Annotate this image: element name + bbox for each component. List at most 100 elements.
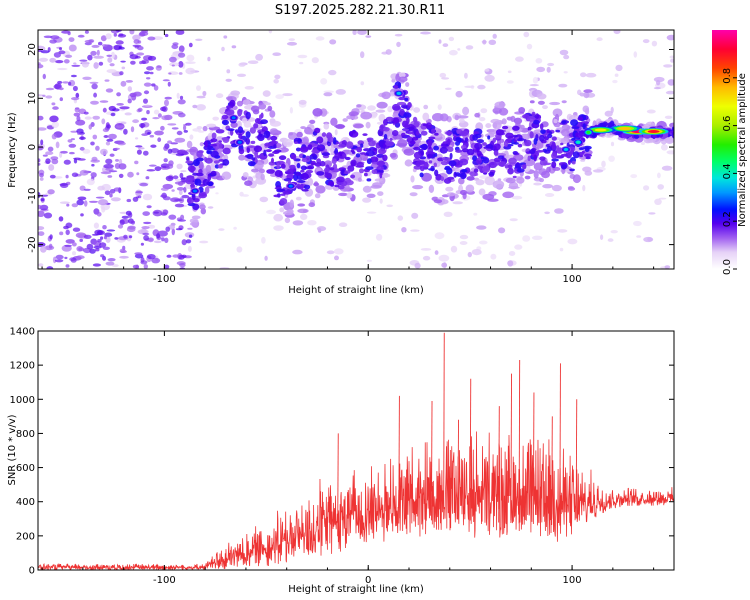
snr-spike — [398, 395, 400, 524]
spectrogram-noise — [143, 98, 148, 104]
spectrogram-ridge — [300, 172, 309, 181]
spectrogram-ridge — [311, 153, 316, 157]
spectrogram-halo — [260, 173, 265, 181]
spectrogram-speckle — [176, 163, 183, 170]
spectrogram-speckle — [101, 118, 106, 125]
spectrogram-peak — [193, 189, 197, 193]
spectrogram-speckle — [132, 34, 141, 41]
spectrogram-halo — [542, 184, 553, 189]
spectrogram-speckle — [67, 31, 71, 36]
spectrogram-noise — [84, 42, 92, 46]
spectrogram-halo — [258, 168, 265, 174]
spectrogram-ridge — [493, 149, 499, 156]
x-tick-label: 0 — [365, 575, 371, 586]
spectrogram-ridge — [444, 157, 452, 162]
spectrogram-ridge — [488, 171, 495, 176]
spectrogram-speckle — [532, 76, 539, 84]
spectrogram-noise — [87, 54, 93, 61]
spectrogram-ridge — [314, 162, 322, 167]
spectrogram-noise — [102, 258, 106, 261]
spectrogram-halo — [264, 102, 271, 106]
spectrogram-halo — [485, 123, 492, 129]
spectrogram-ridge — [226, 105, 234, 109]
spectrogram-ridge — [279, 198, 288, 205]
spectrogram-noise — [40, 139, 44, 146]
spectrogram-ridge — [260, 119, 268, 125]
snr-spike — [559, 363, 561, 526]
spectrogram-ridge — [407, 102, 412, 109]
spectrogram-noise — [93, 92, 97, 98]
spectrogram-ridge — [311, 149, 321, 154]
spectrogram-ridge — [473, 168, 479, 173]
spectrogram-speckle — [118, 173, 124, 178]
spectrogram-ridge — [383, 133, 388, 140]
spectrogram-ridge — [442, 141, 449, 145]
spectrogram-halo — [572, 174, 582, 184]
spectrogram-ridge — [392, 130, 399, 137]
spectrogram-noise — [90, 50, 97, 56]
spectrogram-ridge — [555, 129, 561, 133]
spectrogram-noise — [145, 176, 150, 180]
spectrogram-ridge — [238, 148, 245, 155]
spectrogram-halo — [295, 196, 302, 201]
spectrogram-speckle — [467, 251, 472, 258]
spectrogram-halo — [404, 159, 413, 167]
spectrogram-noise — [175, 228, 183, 231]
spectrogram-ridge — [355, 153, 361, 158]
spectrogram-noise — [70, 138, 75, 141]
spectrogram-halo — [357, 177, 362, 182]
spectrogram-halo — [269, 110, 276, 118]
spectrogram-speckle — [479, 240, 488, 245]
spectrogram-speckle — [136, 149, 142, 155]
spectrogram-speckle — [274, 74, 281, 80]
spectrogram-peak — [576, 140, 581, 144]
spectrogram-ridge — [419, 156, 427, 160]
spectrogram-halo — [582, 166, 592, 173]
spectrogram-ridge — [295, 147, 301, 152]
spectrogram-ridge — [413, 146, 421, 151]
spectrogram-speckle — [55, 141, 60, 149]
spectrogram-noise — [71, 203, 79, 208]
spectrogram-ridge — [482, 165, 490, 173]
spectrogram-speckle — [103, 235, 107, 240]
spectrogram-speckle — [604, 110, 613, 117]
snr-ylabel: SNR (10 * v/v) — [7, 414, 18, 485]
spectrogram-halo — [457, 115, 469, 119]
spectrogram-ridge — [286, 173, 295, 180]
spectrogram-speckle — [181, 239, 187, 246]
spectrogram-peak — [619, 127, 632, 130]
spectrogram-speckle — [522, 235, 531, 242]
spectrogram-ridge — [460, 145, 467, 150]
spectrogram-speckle — [665, 90, 674, 95]
spectrogram-noise — [177, 149, 184, 155]
spectrogram-ridge — [461, 148, 469, 153]
spectrogram-noise — [74, 107, 80, 113]
spectrogram-ridge — [426, 153, 434, 159]
spectrogram-speckle — [366, 259, 372, 262]
spectrogram-noise — [115, 159, 119, 162]
spectrogram-ridge — [222, 137, 230, 144]
spectrogram-noise — [136, 172, 140, 176]
spectrogram-noise — [98, 61, 104, 66]
spectrogram-ridge — [460, 172, 467, 180]
spectrogram-ridge — [198, 192, 207, 199]
spectrogram-speckle — [608, 155, 615, 162]
spectrogram-halo — [376, 101, 388, 109]
spectrogram-noise — [79, 146, 85, 151]
spectrogram-speckle — [102, 107, 107, 113]
spectrogram-ridge — [364, 172, 368, 177]
spectrogram-speckle — [323, 92, 333, 97]
spectrogram-speckle — [479, 117, 486, 122]
y-tick-label: 800 — [16, 429, 35, 440]
spectrogram-ridge — [292, 153, 297, 161]
spectrogram-speckle — [103, 164, 114, 169]
spectrogram-halo — [541, 171, 550, 179]
spectrogram-speckle — [187, 227, 193, 230]
spectrogram-noise — [69, 151, 75, 155]
spectrogram-ridge — [512, 125, 520, 131]
y-tick-label: 1200 — [10, 361, 35, 372]
spectrogram-ridge — [455, 149, 463, 153]
spectrogram-speckle — [441, 262, 448, 268]
spectrogram-noise — [38, 231, 45, 236]
spectrogram-noise — [120, 250, 127, 254]
